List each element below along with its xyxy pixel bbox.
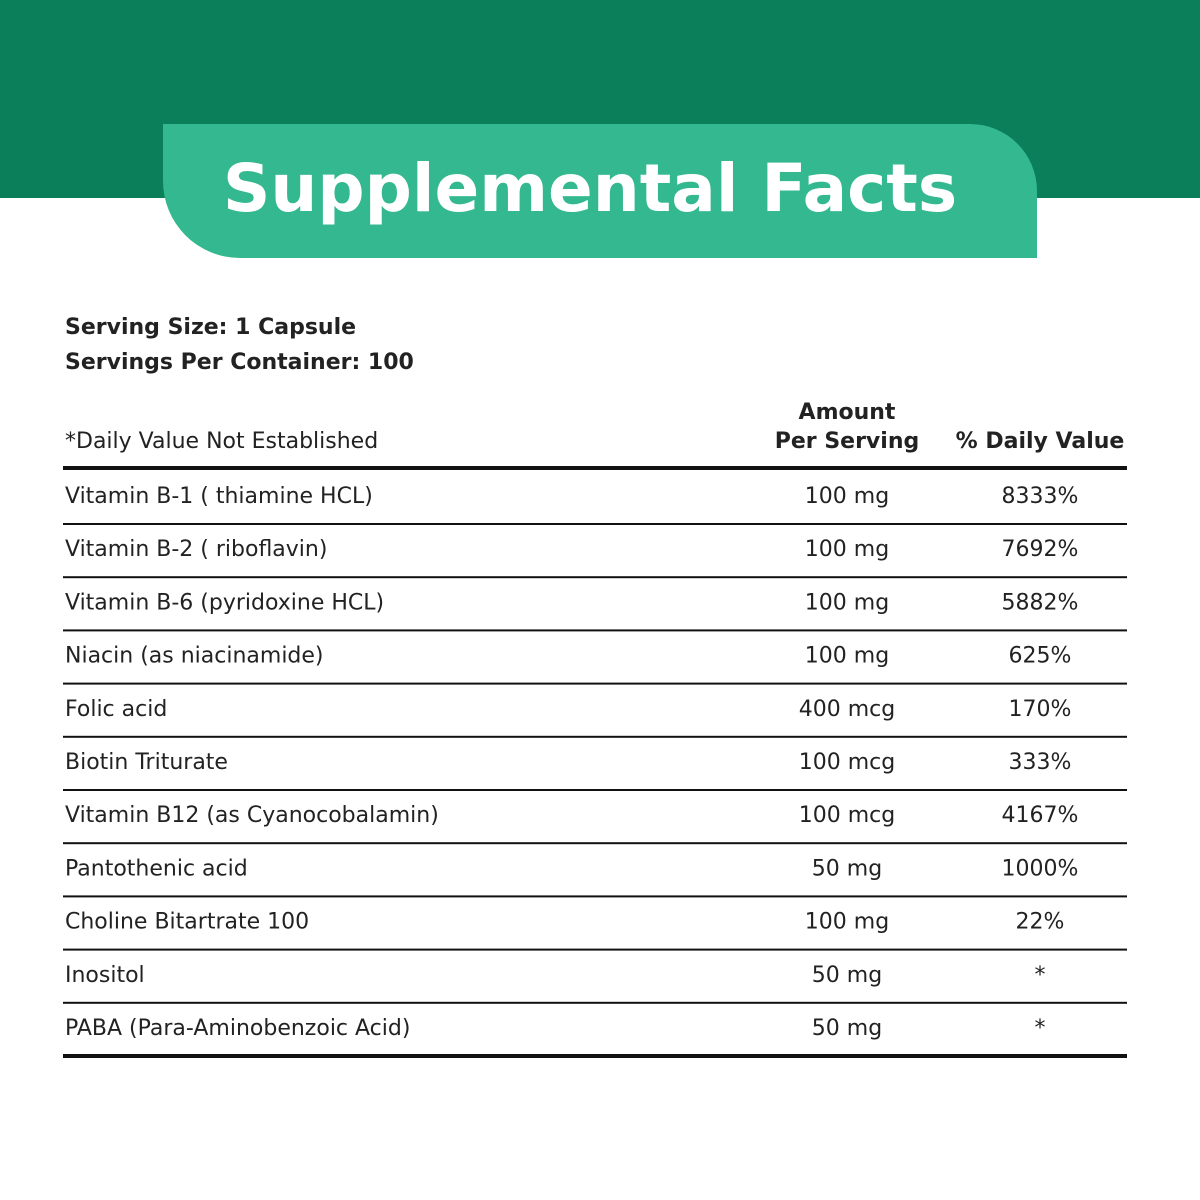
nutrient-name: Niacin (as niacinamide)	[65, 644, 324, 669]
daily-value: 333%	[1009, 750, 1072, 775]
title-tab	[163, 124, 1037, 258]
nutrient-name: Vitamin B-6 (pyridoxine HCL)	[65, 590, 384, 615]
row-rule	[63, 789, 1127, 791]
nutrient-name: Inositol	[65, 963, 145, 988]
amount: 100 mg	[805, 644, 889, 669]
amount: 50 mg	[812, 963, 882, 988]
title: Supplemental Facts	[223, 150, 957, 227]
row-rule	[63, 895, 1127, 898]
daily-value: 170%	[1009, 697, 1072, 722]
amount: 50 mg	[812, 856, 882, 881]
daily-value: 8333%	[1002, 484, 1079, 509]
row-rule	[63, 842, 1127, 845]
amount: 100 mcg	[799, 803, 895, 828]
nutrient-name: Biotin Triturate	[65, 750, 228, 775]
bottom-rule	[63, 1054, 1127, 1058]
row-rule	[63, 948, 1127, 951]
amount: 100 mg	[805, 537, 889, 562]
amount: 100 mg	[805, 910, 889, 935]
row-rule	[63, 523, 1127, 525]
nutrient-name: Vitamin B-2 ( riboflavin)	[65, 537, 327, 562]
amount-header: Amount	[799, 400, 896, 425]
row-rule	[63, 629, 1127, 632]
note: *Daily Value Not Established	[65, 429, 378, 454]
daily-value: *	[1035, 963, 1046, 988]
daily-value: 625%	[1009, 644, 1072, 669]
nutrient-name: Vitamin B12 (as Cyanocobalamin)	[65, 803, 439, 828]
row-rule	[63, 576, 1127, 579]
daily-value-header: % Daily Value	[956, 429, 1125, 454]
daily-value: 5882%	[1002, 590, 1079, 615]
amount: 100 mg	[805, 484, 889, 509]
amount-header: Per Serving	[775, 429, 919, 454]
nutrient-name: Folic acid	[65, 697, 167, 722]
amount: 100 mcg	[799, 750, 895, 775]
nutrient-name: Vitamin B-1 ( thiamine HCL)	[65, 484, 373, 509]
row-rule	[63, 1001, 1127, 1004]
amount: 100 mg	[805, 590, 889, 615]
nutrient-name: PABA (Para-Aminobenzoic Acid)	[65, 1016, 410, 1041]
amount: 50 mg	[812, 1016, 882, 1041]
nutrient-name: Choline Bitartrate 100	[65, 910, 309, 935]
daily-value: 22%	[1016, 910, 1065, 935]
servings-per-container: Servings Per Container: 100	[65, 350, 414, 375]
nutrient-name: Pantothenic acid	[65, 856, 248, 881]
amount: 400 mcg	[799, 697, 895, 722]
row-rule	[63, 682, 1127, 685]
row-rule	[63, 735, 1127, 738]
serving-size: Serving Size: 1 Capsule	[65, 315, 356, 340]
daily-value: 1000%	[1002, 856, 1079, 881]
daily-value: 7692%	[1002, 537, 1079, 562]
daily-value: 4167%	[1002, 803, 1079, 828]
daily-value: *	[1035, 1016, 1046, 1041]
header-rule	[63, 466, 1127, 470]
